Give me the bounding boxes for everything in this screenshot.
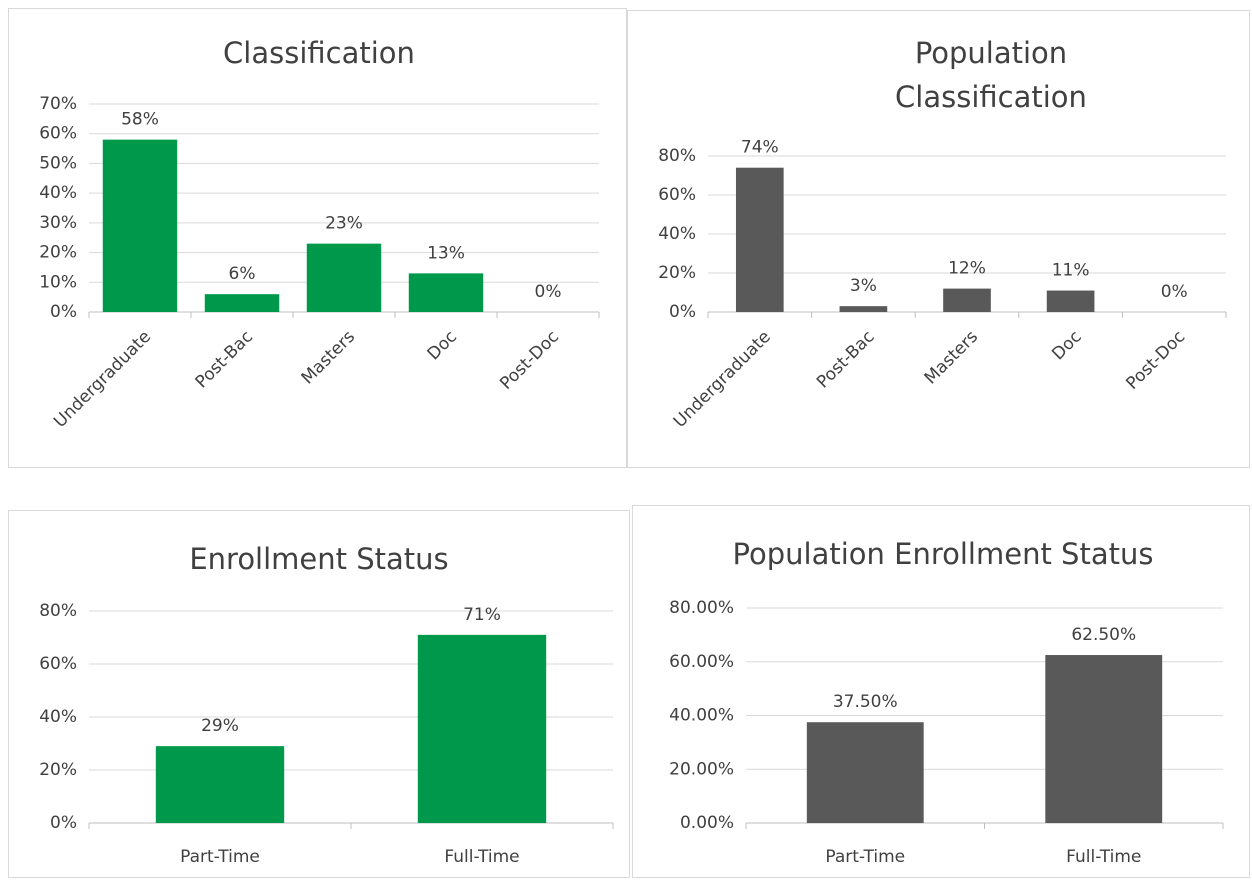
data-label: 74%	[741, 138, 779, 158]
data-label: 6%	[229, 264, 256, 284]
chart-title: Population Enrollment Status	[732, 537, 1154, 571]
x-tick-label: Doc	[424, 327, 461, 364]
chart-panel: 0% 10% 20% 30% 40% 50% 60% 70% 58% Undergraduate 6…	[8, 8, 627, 468]
bar	[1045, 655, 1163, 823]
bar	[417, 634, 547, 823]
data-label: 71%	[463, 605, 501, 625]
y-tick-label: 60%	[39, 124, 77, 144]
bar	[102, 139, 178, 312]
y-tick-label: 80%	[658, 146, 696, 166]
bar	[839, 306, 888, 312]
x-tick-label: Masters	[921, 327, 983, 389]
x-tick-label: Post-Bac	[192, 327, 257, 392]
data-label: 0%	[1161, 282, 1188, 302]
chart: 0.00% 20.00% 40.00% 60.00% 80.00% 37.50% Part-…	[669, 598, 1224, 867]
y-tick-label: 30%	[39, 213, 77, 233]
y-tick-label: 0%	[50, 813, 77, 833]
y-tick-label: 10%	[39, 272, 77, 292]
y-tick-label: 60.00%	[669, 652, 734, 672]
bar	[204, 294, 280, 312]
y-tick-label: 40%	[39, 183, 77, 203]
data-label: 11%	[1052, 261, 1090, 281]
y-tick-label: 0%	[669, 302, 696, 322]
data-label: 23%	[325, 214, 363, 234]
y-tick-label: 20%	[658, 263, 696, 283]
chart: 0% 20% 40% 60% 80% 74% Undergraduate 3% Post-Bac…	[658, 138, 1227, 432]
x-tick-label: Part-Time	[180, 847, 260, 867]
x-tick-label: Part-Time	[825, 847, 905, 867]
x-tick-label: Full-Time	[444, 847, 519, 867]
chart: 0% 10% 20% 30% 40% 50% 60% 70% 58% Undergraduate 6…	[39, 94, 600, 432]
chart-panel: 0% 20% 40% 60% 80% 74% Undergraduate 3% Post-Bac…	[627, 10, 1250, 468]
bar	[306, 243, 382, 312]
data-label: 37.50%	[833, 692, 898, 712]
chart-title: Enrollment Status	[189, 542, 449, 576]
x-tick-label: Post-Bac	[813, 327, 878, 392]
y-tick-label: 60%	[658, 185, 696, 205]
x-tick-label: Undergraduate	[50, 327, 155, 432]
bar	[735, 167, 784, 312]
chart-panel: 0% 20% 40% 60% 80% 29% Part-Time 71% Full-Time En…	[8, 510, 630, 878]
y-tick-label: 50%	[39, 153, 77, 173]
data-label: 13%	[427, 243, 465, 263]
y-tick-label: 60%	[39, 654, 77, 674]
y-tick-label: 20%	[39, 243, 77, 263]
y-tick-label: 0.00%	[680, 813, 734, 833]
y-tick-label: 20%	[39, 760, 77, 780]
data-label: 62.50%	[1071, 625, 1136, 645]
data-label: 0%	[535, 282, 562, 302]
data-label: 3%	[850, 276, 877, 296]
bar	[943, 288, 991, 312]
x-tick-label: Undergraduate	[670, 327, 775, 432]
x-tick-label: Post-Doc	[496, 327, 563, 394]
y-tick-label: 40%	[39, 707, 77, 727]
x-tick-label: Doc	[1048, 327, 1085, 364]
chart-title: Classification	[223, 36, 415, 70]
y-tick-label: 40%	[658, 224, 696, 244]
chart-title: Population Classification	[895, 36, 1087, 114]
y-tick-label: 80.00%	[669, 598, 734, 618]
data-label: 29%	[201, 716, 239, 736]
y-tick-label: 80%	[39, 601, 77, 621]
y-tick-label: 40.00%	[669, 706, 734, 726]
y-tick-label: 70%	[39, 94, 77, 114]
chart-panel: 0.00% 20.00% 40.00% 60.00% 80.00% 37.50% Part-…	[632, 505, 1250, 878]
data-label: 58%	[121, 110, 159, 130]
bar	[155, 746, 285, 823]
chart: 0% 20% 40% 60% 80% 29% Part-Time 71% Full-Time	[39, 601, 614, 867]
y-tick-label: 20.00%	[669, 759, 734, 779]
x-tick-label: Post-Doc	[1122, 327, 1189, 394]
bar	[408, 273, 484, 312]
x-tick-label: Masters	[298, 327, 360, 389]
x-tick-label: Full-Time	[1066, 847, 1141, 867]
bar	[1046, 290, 1095, 312]
data-label: 12%	[948, 259, 986, 279]
y-tick-label: 0%	[50, 302, 77, 322]
bar	[806, 722, 924, 823]
